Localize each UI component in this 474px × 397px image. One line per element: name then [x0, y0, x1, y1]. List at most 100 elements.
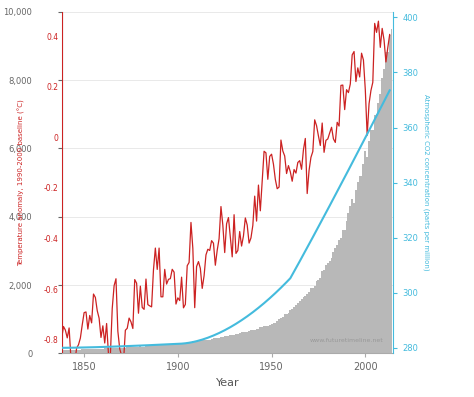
- Bar: [74, 350, 76, 353]
- Bar: [106, 349, 108, 353]
- Bar: [265, 326, 267, 353]
- Bar: [109, 348, 111, 353]
- Bar: [254, 330, 255, 353]
- Bar: [165, 345, 167, 353]
- Bar: [306, 294, 308, 353]
- Bar: [351, 199, 353, 353]
- Bar: [293, 307, 295, 353]
- Bar: [365, 151, 366, 353]
- Bar: [263, 326, 265, 353]
- Bar: [304, 296, 306, 353]
- Bar: [212, 338, 214, 353]
- Bar: [96, 349, 98, 353]
- Bar: [271, 324, 273, 353]
- Bar: [299, 301, 301, 353]
- Bar: [91, 349, 92, 353]
- Bar: [239, 333, 241, 353]
- Text: -0.8: -0.8: [44, 336, 58, 345]
- Bar: [319, 278, 321, 353]
- Bar: [64, 350, 66, 353]
- Bar: [92, 349, 94, 353]
- Bar: [321, 272, 323, 353]
- Bar: [336, 245, 338, 353]
- Bar: [173, 344, 175, 353]
- Text: 0.4: 0.4: [46, 33, 58, 42]
- Bar: [243, 332, 245, 353]
- Bar: [68, 350, 70, 353]
- Y-axis label: Atmospheric CO2 concentration (parts per million): Atmospheric CO2 concentration (parts per…: [423, 94, 429, 271]
- Bar: [374, 115, 375, 353]
- Bar: [205, 340, 207, 353]
- Bar: [209, 340, 210, 353]
- Bar: [235, 334, 237, 353]
- Bar: [316, 281, 318, 353]
- Bar: [186, 343, 188, 353]
- Bar: [113, 348, 115, 353]
- Bar: [190, 342, 192, 353]
- Bar: [276, 320, 278, 353]
- Bar: [325, 265, 327, 353]
- Bar: [194, 341, 196, 353]
- Bar: [156, 345, 158, 353]
- Bar: [66, 350, 68, 353]
- Bar: [290, 310, 291, 353]
- Bar: [349, 206, 351, 353]
- Bar: [203, 340, 205, 353]
- Bar: [179, 343, 181, 353]
- Text: -0.2: -0.2: [44, 185, 58, 193]
- Bar: [123, 347, 124, 353]
- Bar: [237, 334, 239, 353]
- Bar: [207, 339, 209, 353]
- Bar: [344, 230, 346, 353]
- Bar: [250, 330, 252, 353]
- Bar: [201, 341, 203, 353]
- Bar: [184, 343, 186, 353]
- Bar: [310, 288, 312, 353]
- Bar: [372, 130, 374, 353]
- Bar: [175, 344, 177, 353]
- Bar: [347, 213, 349, 353]
- Bar: [257, 329, 259, 353]
- Bar: [282, 317, 284, 353]
- Bar: [297, 303, 299, 353]
- Bar: [312, 287, 314, 353]
- Bar: [383, 69, 385, 353]
- Bar: [111, 349, 113, 353]
- Bar: [100, 349, 102, 353]
- Bar: [233, 335, 235, 353]
- X-axis label: Year: Year: [216, 378, 239, 388]
- Bar: [117, 348, 119, 353]
- Bar: [149, 346, 151, 353]
- Bar: [286, 314, 288, 353]
- Bar: [132, 347, 134, 353]
- Bar: [198, 341, 200, 353]
- Bar: [331, 258, 332, 353]
- Bar: [102, 349, 104, 353]
- Bar: [363, 164, 365, 353]
- Bar: [196, 341, 198, 353]
- Bar: [216, 338, 218, 353]
- Bar: [301, 299, 302, 353]
- Bar: [89, 349, 91, 353]
- Bar: [370, 130, 372, 353]
- Bar: [121, 348, 123, 353]
- Bar: [318, 280, 319, 353]
- Bar: [115, 348, 117, 353]
- Bar: [182, 343, 184, 353]
- Bar: [366, 157, 368, 353]
- Bar: [78, 349, 80, 353]
- Bar: [126, 347, 128, 353]
- Bar: [269, 325, 271, 353]
- Bar: [226, 335, 228, 353]
- Bar: [108, 349, 109, 353]
- Bar: [218, 338, 220, 353]
- Bar: [63, 350, 64, 353]
- Bar: [94, 349, 96, 353]
- Bar: [134, 347, 136, 353]
- Bar: [375, 114, 377, 353]
- Bar: [329, 261, 331, 353]
- Bar: [143, 347, 145, 353]
- Bar: [355, 190, 357, 353]
- Bar: [158, 345, 160, 353]
- Text: -0.6: -0.6: [44, 285, 58, 295]
